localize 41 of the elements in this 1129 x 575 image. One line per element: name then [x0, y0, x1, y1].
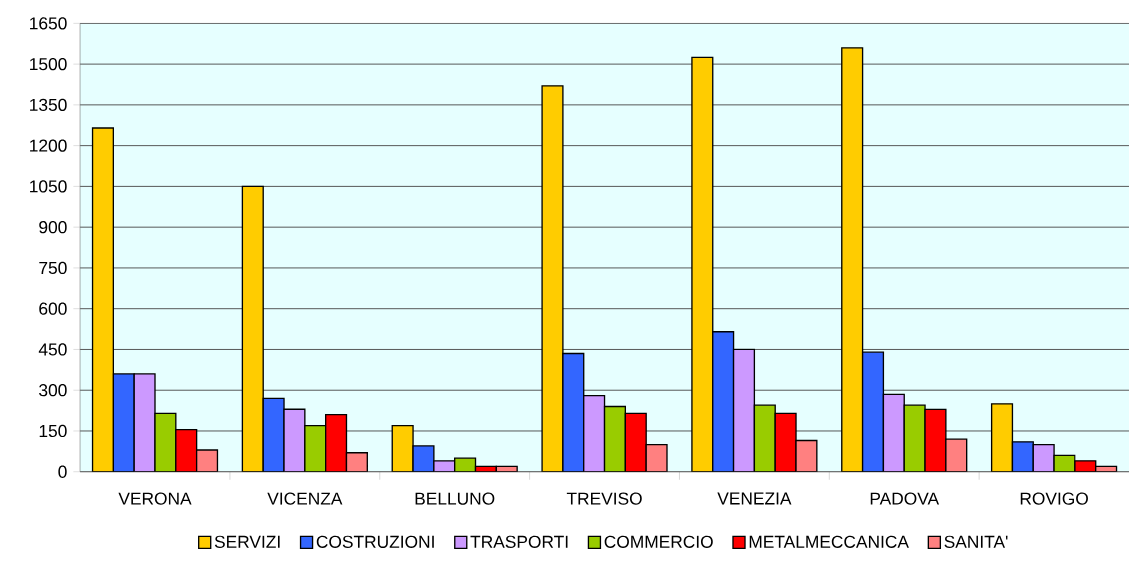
y-tick-label: 1200 [30, 139, 67, 152]
bar [882, 393, 905, 472]
legend-label: SANITA' [944, 535, 1008, 548]
bar [91, 127, 115, 472]
bar [583, 394, 606, 472]
y-tick-label: 900 [39, 220, 67, 234]
bar [133, 373, 156, 472]
y-tick-label: 300 [39, 384, 67, 397]
y-tick-label: 750 [39, 261, 67, 274]
y-tick-label: 450 [38, 343, 67, 356]
x-tick-label: ROVIGO [1020, 492, 1088, 505]
legend-label: COMMERCIO [604, 535, 713, 548]
bar [732, 348, 756, 472]
bar [603, 405, 627, 472]
legend-label: TRASPORTI [470, 535, 568, 548]
bar [345, 451, 368, 472]
x-tick-label: VENEZIA [717, 492, 792, 505]
y-tick-label: 600 [39, 302, 67, 315]
bar [841, 47, 864, 472]
bar [691, 56, 714, 472]
bar [241, 185, 264, 472]
bar [541, 85, 564, 472]
y-tick-label: 1500 [30, 57, 67, 71]
legend-label: COSTRUZIONI [316, 535, 434, 548]
x-tick-label: TREVISO [566, 492, 642, 505]
x-tick-label: VICENZA [267, 492, 343, 505]
x-tick-label: VERONA [118, 492, 192, 505]
bar [624, 412, 647, 472]
x-tick-label: PADOVA [870, 492, 940, 505]
bar [990, 403, 1014, 472]
y-tick-label: 1350 [30, 98, 67, 111]
bar [324, 413, 348, 472]
legend-label: SERVIZI [214, 535, 280, 548]
y-tick-label: 1050 [30, 180, 67, 193]
x-tick-label: BELLUNO [415, 492, 495, 505]
legend-label: METALMECCANICA [749, 535, 909, 548]
bar [175, 428, 198, 472]
bar [753, 404, 776, 472]
y-tick-label: 1650 [30, 17, 67, 30]
y-tick-label: 0 [58, 465, 67, 478]
y-tick-label: 150 [39, 424, 67, 438]
